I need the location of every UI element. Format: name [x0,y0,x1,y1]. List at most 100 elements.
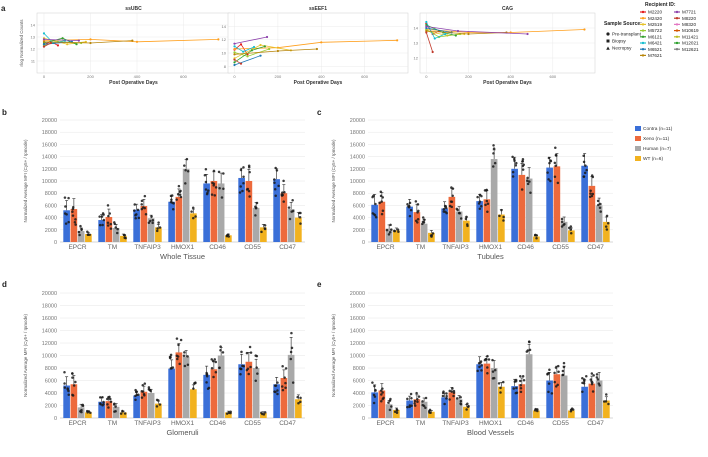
data-point [526,176,529,180]
data-point [299,400,302,404]
data-point [274,166,277,170]
data-point [290,331,293,335]
bar [420,401,428,418]
x-tick-label: 200 [87,74,94,79]
data-point [476,195,479,199]
data-point [529,191,532,194]
data-point [425,31,428,34]
data-point [416,218,420,221]
bar [588,185,596,242]
recipient-legend-marker [641,41,645,45]
data-point [296,395,299,399]
data-point [381,209,385,212]
bar [476,201,483,242]
bar [546,167,553,242]
bar [182,356,190,418]
data-point [381,397,384,401]
data-point [212,182,216,185]
data-point [241,189,244,193]
data-point [137,216,141,220]
data-point [596,378,600,381]
data-point [64,205,67,208]
bar [295,399,302,418]
data-point [239,185,242,188]
data-point [553,371,556,375]
category-label: CD55 [552,420,569,427]
bar [483,363,491,418]
data-point [276,392,279,396]
group-legend-label: Human (n=7) [643,146,672,152]
data-point [114,405,117,408]
bar [455,399,463,418]
data-point [184,182,187,185]
data-point [140,207,144,211]
data-point [562,365,566,369]
bar [105,216,113,242]
group-legend-swatch [635,126,641,131]
data-point [281,365,284,368]
bar [371,204,378,242]
plot-title: ssUBC [125,6,142,12]
data-point [515,391,519,395]
bar [260,413,267,418]
data-point [478,200,482,203]
data-point [466,223,469,226]
y-tick-label: 10000 [42,179,57,185]
y-axis-label: Normalized Average MFI (Cy5+ / Ipmode) [331,139,336,223]
data-point [210,367,214,370]
data-point [274,390,277,394]
recipient-legend-marker [641,54,645,57]
y-tick-label: 6000 [353,379,365,385]
x-tick-label: 0 [43,74,46,79]
bar [225,235,232,242]
data-point [604,225,608,228]
data-point [194,215,197,218]
data-point [582,154,585,158]
x-tick-label: 0 [233,74,236,79]
data-point [179,195,183,199]
data-point [247,189,251,193]
data-point [379,389,383,392]
data-point [554,153,558,157]
data-point [535,237,538,240]
category-label: EPCR [68,420,86,427]
data-point [242,181,245,185]
data-point [454,34,457,37]
y-tick-label: 14000 [42,155,57,161]
data-point [519,374,522,378]
data-point [408,404,412,407]
data-point [387,233,391,236]
data-point [372,401,376,405]
data-point [549,179,552,183]
sample-source-item: Necropsy [612,46,632,51]
x-axis-title: Glomeruli [166,428,198,437]
bar [155,227,162,242]
data-point [71,372,74,375]
data-point [421,220,425,224]
bar [441,397,448,418]
y-tick-label: 20000 [42,291,57,297]
data-point [553,380,556,384]
data-point [477,202,481,205]
data-point [476,369,479,373]
data-point [86,230,89,233]
data-point [498,214,501,218]
data-point [281,388,285,392]
category-label: TM [108,420,117,427]
recipient-legend-label: M11421 [682,34,699,39]
data-point [599,210,602,213]
data-point [388,408,392,412]
data-point [260,230,263,234]
data-point [591,390,595,393]
category-label: CD55 [244,244,261,251]
bar [448,392,456,418]
data-point [176,357,179,361]
y-tick-label: 10000 [350,354,365,360]
data-point [98,396,102,399]
data-point [590,372,594,375]
plot-title: ssEEF1 [309,6,327,12]
y-tick-label: 12 [31,47,36,52]
data-point [585,168,588,172]
data-point [42,32,46,35]
data-point [393,410,397,413]
